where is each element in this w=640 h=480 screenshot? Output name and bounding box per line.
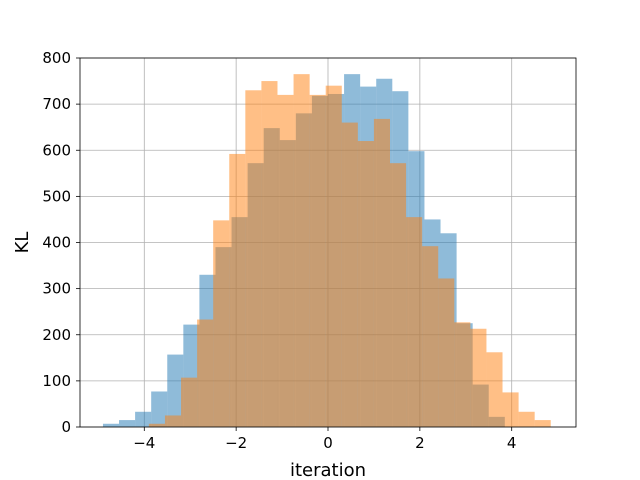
histogram-bar [422,246,439,427]
histogram-bar [148,423,165,427]
histogram-bar [151,391,168,427]
histogram-bar [181,377,198,427]
histogram-bar [454,322,471,427]
histogram-bar [277,94,294,428]
histogram-bar [341,122,358,427]
series-2 [148,74,551,428]
y-tick-label: 500 [42,187,71,205]
histogram-bar [518,411,535,427]
histogram-bar [486,352,503,427]
histogram-bar [229,153,246,427]
y-tick-label: 700 [42,95,71,113]
histogram-bar [135,411,152,427]
histogram-bar [325,85,342,428]
histogram-bar [213,220,230,427]
histogram-bar [534,420,551,427]
y-tick-label: 100 [42,372,71,390]
bars [102,74,551,428]
x-tick-label: 4 [507,434,517,452]
histogram-bar [261,81,278,427]
histogram-bar [245,90,262,427]
y-tick-label: 600 [42,141,71,159]
x-axis-label: iteration [290,460,366,480]
histogram-bar [406,217,423,427]
y-tick-label: 200 [42,326,71,344]
histogram-bar [102,423,120,427]
histogram-bar [470,328,487,427]
histogram-bar [438,278,455,427]
histogram-bar [390,163,407,428]
y-tick-label: 800 [42,49,71,67]
histogram-bar [373,118,390,427]
histogram-bar [502,392,519,427]
x-tick-label: 0 [323,434,333,452]
x-tick-label: −2 [225,434,247,452]
histogram-bar [164,415,182,427]
histogram-bar [119,420,136,427]
histogram-bar [167,354,184,427]
histogram-bar [293,74,310,428]
histogram-bar [197,319,214,427]
y-axis-label: KL [12,232,33,254]
histogram-bar [309,94,326,428]
ticks: −4 −2 0 2 4 0 100 200 300 400 500 600 700 800 [42,49,516,452]
x-tick-label: 2 [415,434,425,452]
y-tick-label: 300 [42,280,71,298]
y-tick-label: 0 [61,418,71,436]
y-tick-label: 400 [42,234,71,252]
x-tick-label: −4 [133,434,155,452]
histogram-bar [357,141,374,427]
